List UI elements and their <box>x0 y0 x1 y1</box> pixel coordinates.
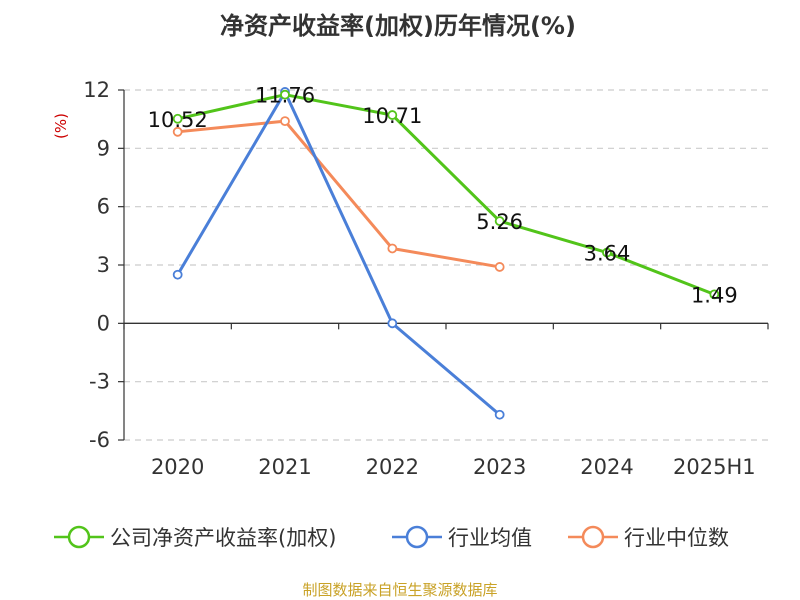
legend-label: 行业均值 <box>448 526 532 550</box>
source-note: 制图数据来自恒生聚源数据库 <box>302 581 497 599</box>
x-tick-label: 2025H1 <box>673 455 756 479</box>
data-label: 3.64 <box>584 242 631 266</box>
data-label-layer: 10.52 11.76 10.71 5.26 3.64 1.49 <box>148 84 738 308</box>
data-point <box>280 89 290 100</box>
data-label: 5.26 <box>476 210 523 234</box>
data-point <box>494 409 505 420</box>
series-industry_median <box>172 116 505 272</box>
series-line <box>177 93 715 296</box>
legend-item: 行业均值 <box>392 525 532 550</box>
y-axis-unit-label: (%) <box>52 113 70 139</box>
data-point <box>280 116 290 127</box>
x-tick-label: 2021 <box>258 455 311 479</box>
legend-item: 行业中位数 <box>568 525 729 550</box>
axis-layer: 12 9 6 3 0 -3 -6 2020 2021 2022 2023 2024 2025H1 <box>83 78 769 479</box>
legend-marker <box>67 525 91 549</box>
x-tick-label: 2024 <box>580 455 633 479</box>
chart-title: 净资产收益率(加权)历年情况(%) <box>220 12 576 40</box>
y-tick-label: -3 <box>89 370 110 394</box>
legend-item: 公司净资产收益率(加权) <box>54 525 336 550</box>
series-line <box>177 119 500 269</box>
legend-label: 公司净资产收益率(加权) <box>110 526 336 550</box>
legend-marker <box>405 525 429 549</box>
data-label: 10.52 <box>148 108 208 132</box>
y-tick-label: 0 <box>97 311 110 335</box>
y-tick-label: 3 <box>97 253 110 277</box>
legend-label: 行业中位数 <box>624 526 729 550</box>
y-tick-label: -6 <box>89 428 110 452</box>
data-point <box>494 216 505 226</box>
data-point <box>172 113 183 124</box>
y-tick-label: 6 <box>97 195 110 219</box>
legend: 公司净资产收益率(加权) 行业均值 行业中位数 <box>54 525 729 550</box>
x-tick-label: 2020 <box>151 455 204 479</box>
data-point <box>172 269 183 280</box>
data-label: 1.49 <box>691 283 738 307</box>
data-point <box>602 247 612 258</box>
series-company <box>172 89 720 300</box>
legend-marker <box>581 525 605 549</box>
y-tick-label: 9 <box>97 136 110 160</box>
data-point <box>172 126 183 137</box>
y-tick-label: 12 <box>83 78 110 102</box>
series-industry_avg <box>172 87 505 420</box>
data-point <box>387 110 398 120</box>
series-layer <box>172 87 720 420</box>
data-label: 10.71 <box>362 104 422 128</box>
data-point <box>387 318 398 329</box>
data-label: 11.76 <box>255 84 315 108</box>
x-tick-label: 2022 <box>366 455 419 479</box>
data-point <box>387 243 398 254</box>
data-point <box>494 262 505 272</box>
series-line <box>176 90 501 416</box>
grid-layer <box>124 89 768 441</box>
x-tick-label: 2023 <box>473 455 526 479</box>
data-point <box>709 289 720 300</box>
